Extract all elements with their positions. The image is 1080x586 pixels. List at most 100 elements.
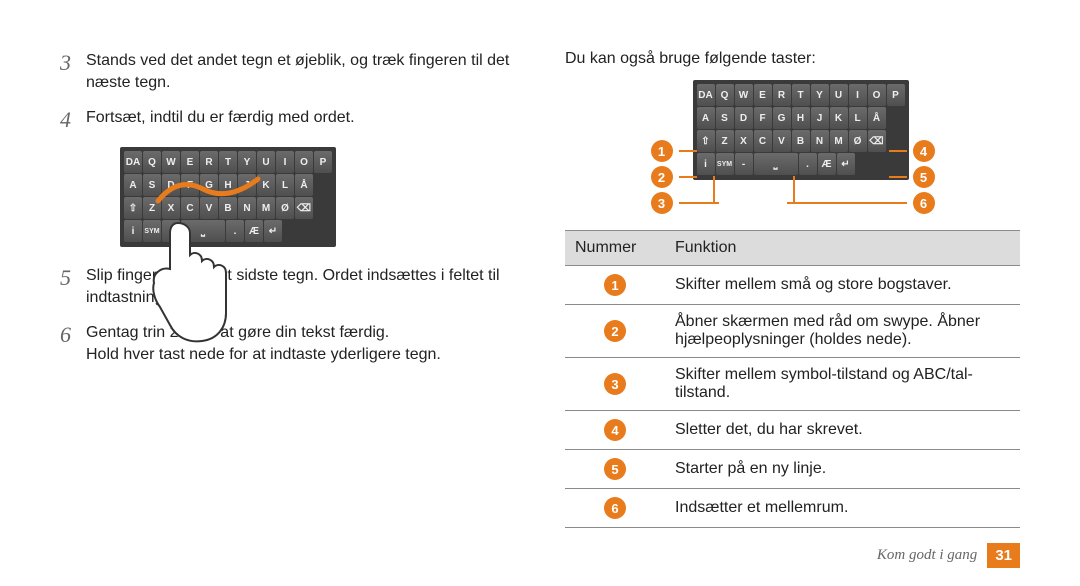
callout-line	[889, 150, 907, 152]
key: E	[754, 84, 772, 106]
key: J	[811, 107, 829, 129]
key: V	[773, 130, 791, 152]
key: C	[754, 130, 772, 152]
key: -	[735, 153, 753, 175]
key: N	[238, 197, 256, 219]
key: U	[257, 151, 275, 173]
callout-badge: 6	[913, 192, 935, 214]
function-table: Nummer Funktion 1 Skifter mellem små og …	[565, 230, 1020, 528]
callout-3: 3	[651, 192, 719, 214]
step-4: 4 Fortsæt, indtil du er færdig med ordet…	[60, 107, 515, 133]
key: M	[830, 130, 848, 152]
row-badge: 1	[604, 274, 626, 296]
key: X	[735, 130, 753, 152]
key: Æ	[818, 153, 836, 175]
enter-key: ↵	[837, 153, 855, 175]
key: R	[773, 84, 791, 106]
table-cell-num: 2	[565, 305, 665, 358]
key: B	[219, 197, 237, 219]
table-row: 6 Indsætter et mellemrum.	[565, 489, 1020, 528]
callout-line	[793, 176, 795, 203]
callout-line	[889, 176, 907, 178]
key: W	[735, 84, 753, 106]
keyboard-swipe-illustration: DA QWERTYUIOP ASDFGHJKLÅ ⇧ZXCVBNMØ⌫ iSYM…	[120, 147, 515, 247]
table-cell-text: Skifter mellem symbol-tilstand og ABC/ta…	[665, 358, 1020, 411]
row-badge: 5	[604, 458, 626, 480]
table-row: 2 Åbner skærmen med råd om swype. Åbner …	[565, 305, 1020, 358]
table-row: 1 Skifter mellem små og store bogstaver.	[565, 266, 1020, 305]
callout-badge: 1	[651, 140, 673, 162]
keyboard-row: iSYM-⎵.Æ↵	[697, 153, 905, 175]
key: G	[773, 107, 791, 129]
keyboard: DA QWERTYUIOP ASDFGHJKLÅ ⇧ZXCVBNMØ⌫ iSYM…	[693, 80, 909, 180]
table-cell-num: 4	[565, 411, 665, 450]
key: O	[295, 151, 313, 173]
table-cell-num: 1	[565, 266, 665, 305]
key: Ø	[276, 197, 294, 219]
key: D	[162, 174, 180, 196]
key: S	[716, 107, 734, 129]
step-3: 3 Stands ved det andet tegn et øjeblik, …	[60, 50, 515, 93]
key: L	[849, 107, 867, 129]
table-cell-text: Indsætter et mellemrum.	[665, 489, 1020, 528]
table-header-row: Nummer Funktion	[565, 231, 1020, 266]
key: J	[238, 174, 256, 196]
table-cell-text: Sletter det, du har skrevet.	[665, 411, 1020, 450]
table-header-number: Nummer	[565, 231, 665, 266]
step-5: 5 Slip fingeren ved det sidste tegn. Ord…	[60, 265, 515, 308]
step-note: Hold hver tast nede for at indtaste yder…	[86, 346, 441, 363]
keyboard-row: DA QWERTYUIOP	[697, 84, 905, 106]
step-text: Stands ved det andet tegn et øjeblik, og…	[86, 50, 515, 93]
key: H	[219, 174, 237, 196]
shift-key: ⇧	[124, 197, 142, 219]
table-cell-text: Starter på en ny linje.	[665, 450, 1020, 489]
intro-text: Du kan også bruge følgende taster:	[565, 50, 1020, 68]
key: I	[849, 84, 867, 106]
row-badge: 2	[604, 320, 626, 342]
table-cell-num: 3	[565, 358, 665, 411]
page-footer: Kom godt i gang 31	[877, 543, 1020, 568]
callout-2: 2	[651, 166, 697, 188]
keyboard-row: ASDFGHJKLÅ	[124, 174, 332, 196]
page-number: 31	[987, 543, 1020, 568]
callout-1: 1	[651, 140, 697, 162]
key: V	[200, 197, 218, 219]
space-key: ⎵	[754, 153, 798, 175]
table-cell-text: Åbner skærmen med råd om swype. Åbner hj…	[665, 305, 1020, 358]
callout-line	[679, 176, 697, 178]
key: T	[219, 151, 237, 173]
key: H	[792, 107, 810, 129]
key: M	[257, 197, 275, 219]
table-row: 5 Starter på en ny linje.	[565, 450, 1020, 489]
callout-line	[679, 150, 697, 152]
key: S	[143, 174, 161, 196]
step-number: 3	[60, 50, 86, 76]
step-6: 6 Gentag trin 2-5 for at gøre din tekst …	[60, 322, 515, 365]
key: Q	[143, 151, 161, 173]
shift-key: ⇧	[697, 130, 715, 152]
keyboard: DA QWERTYUIOP ASDFGHJKLÅ ⇧ZXCVBNMØ⌫ iSYM…	[120, 147, 336, 247]
footer-section: Kom godt i gang	[877, 547, 977, 564]
key: Ø	[849, 130, 867, 152]
key: F	[181, 174, 199, 196]
row-badge: 4	[604, 419, 626, 441]
key: C	[181, 197, 199, 219]
table-cell-text: Skifter mellem små og store bogstaver.	[665, 266, 1020, 305]
key: A	[124, 174, 142, 196]
table-row: 4 Sletter det, du har skrevet.	[565, 411, 1020, 450]
table-row: 3 Skifter mellem symbol-tilstand og ABC/…	[565, 358, 1020, 411]
step-number: 6	[60, 322, 86, 348]
sym-key: SYM	[716, 153, 734, 175]
key: U	[830, 84, 848, 106]
callout-badge: 2	[651, 166, 673, 188]
key: .	[799, 153, 817, 175]
table-cell-num: 6	[565, 489, 665, 528]
row-badge: 3	[604, 373, 626, 395]
callout-6: 6	[787, 192, 935, 214]
left-column: 3 Stands ved det andet tegn et øjeblik, …	[60, 50, 515, 556]
key: Å	[295, 174, 313, 196]
key: Q	[716, 84, 734, 106]
keyboard-row: ASDFGHJKLÅ	[697, 107, 905, 129]
callout-5: 5	[889, 166, 935, 188]
key: A	[697, 107, 715, 129]
